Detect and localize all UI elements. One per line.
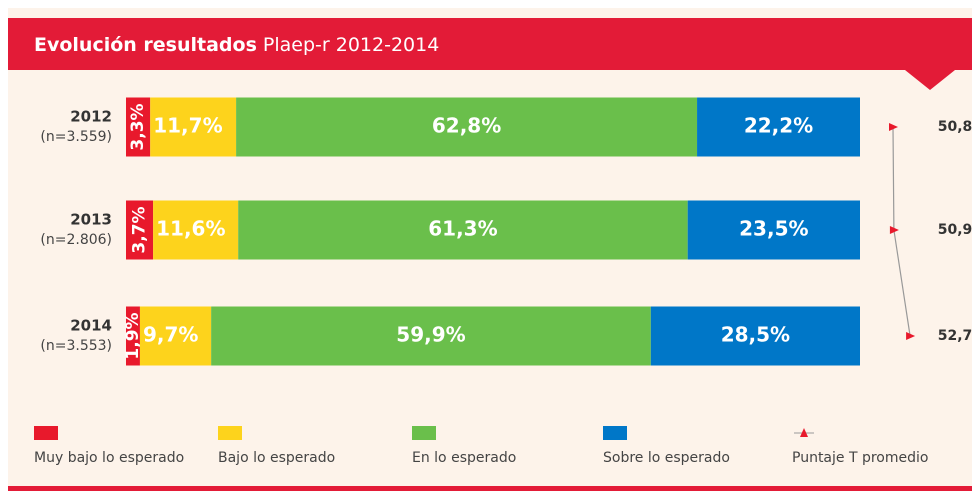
legend-label: Sobre lo esperado — [603, 450, 730, 466]
legend-swatch — [34, 426, 58, 440]
bar-segment — [126, 97, 151, 157]
value-label: 59,9% — [396, 323, 465, 347]
legend-swatch — [412, 426, 436, 440]
bar-segment — [238, 200, 688, 260]
value-label: 11,7% — [153, 114, 222, 138]
bar-segment — [153, 200, 239, 260]
bar-segment — [150, 97, 237, 157]
bar-segment — [139, 306, 212, 366]
category-note: (n=2.806) — [40, 232, 112, 248]
legend-label: Puntaje T promedio — [792, 450, 928, 466]
chart-subtitle: Plaep-r 2012-2014 — [263, 34, 439, 56]
chart-title: Evolución resultados — [34, 34, 257, 56]
legend-label: Muy bajo lo esperado — [34, 450, 184, 466]
legend-label: En lo esperado — [412, 450, 516, 466]
bar-segment — [697, 97, 860, 157]
legend-label: Bajo lo esperado — [218, 450, 335, 466]
value-label: 11,6% — [156, 217, 225, 241]
value-label: 62,8% — [432, 114, 501, 138]
value-label: 61,3% — [428, 217, 497, 241]
value-label: 22,2% — [744, 114, 813, 138]
category-note: (n=3.559) — [40, 129, 112, 145]
value-label: 28,5% — [721, 323, 790, 347]
category-label: 2013 — [70, 211, 112, 229]
value-label: 3,7% — [130, 206, 150, 253]
category-label: 2012 — [70, 108, 112, 126]
bar-segment — [650, 306, 860, 366]
bar-segment — [236, 97, 698, 157]
score-label: 50,9 — [938, 222, 973, 238]
footer-line — [8, 486, 972, 491]
value-label: 3,3% — [128, 103, 148, 150]
bar-segment — [126, 306, 140, 366]
bar-segment — [126, 200, 154, 260]
bar-segment — [687, 200, 860, 260]
value-label: 9,7% — [143, 323, 198, 347]
title-group: Evolución resultados Plaep-r 2012-2014 — [34, 34, 439, 56]
score-label: 50,8 — [938, 119, 973, 135]
legend-marker — [800, 428, 808, 437]
legend-swatch — [218, 426, 242, 440]
value-label: 1,9% — [123, 312, 143, 359]
score-marker — [906, 332, 916, 340]
category-label: 2014 — [70, 317, 112, 335]
header — [8, 18, 972, 70]
header-notch — [905, 70, 955, 90]
category-note: (n=3.553) — [40, 338, 112, 354]
score-marker — [889, 123, 898, 131]
bar-segment — [211, 306, 651, 366]
score-label: 52,7 — [938, 328, 973, 344]
legend-swatch — [603, 426, 627, 440]
score-marker — [889, 226, 899, 234]
value-label: 23,5% — [739, 217, 808, 241]
